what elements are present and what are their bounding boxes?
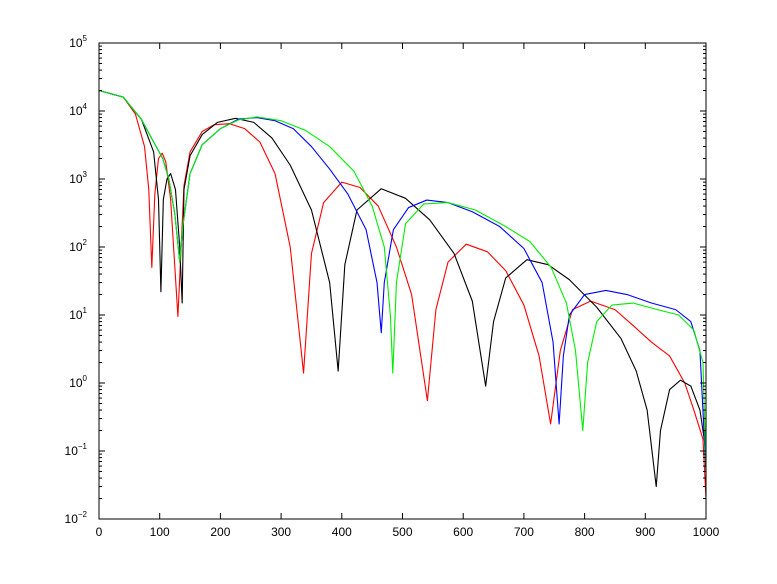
x-tick-label: 200 (210, 525, 230, 539)
y-tick-label: 10−1 (65, 442, 88, 458)
series-line-3 (98, 89, 707, 472)
y-tick-exponent: 4 (83, 102, 88, 111)
y-tick-base: 10 (69, 240, 83, 254)
y-tick-base: 10 (69, 172, 83, 186)
series-layer (98, 89, 707, 499)
x-tick-label: 500 (392, 525, 412, 539)
x-tick-label: 600 (453, 525, 473, 539)
y-tick-label: 10−2 (65, 510, 88, 526)
y-tick-exponent: −1 (78, 442, 88, 451)
y-tick-base: 10 (65, 444, 79, 458)
x-tick-label: 0 (96, 525, 103, 539)
y-tick-label: 104 (69, 102, 87, 118)
x-tick-label: 900 (635, 525, 655, 539)
y-tick-base: 10 (69, 36, 83, 50)
y-tick-base: 10 (65, 512, 79, 526)
y-tick-label: 101 (69, 306, 87, 322)
x-tick-label: 100 (150, 525, 170, 539)
y-tick-base: 10 (69, 376, 83, 390)
tick-layer: 0 100 200 300 400 500 600 700 800 900 100010−210−1… (65, 34, 720, 539)
y-tick-base: 10 (69, 104, 83, 118)
x-tick-label: 1000 (693, 525, 720, 539)
y-tick-label: 103 (69, 170, 87, 186)
y-tick-label: 100 (69, 374, 87, 390)
y-tick-exponent: 3 (83, 170, 88, 179)
x-tick-label: 800 (575, 525, 595, 539)
series-line-2 (98, 89, 707, 472)
y-tick-base: 10 (69, 308, 83, 322)
y-tick-exponent: −2 (78, 510, 88, 519)
x-tick-label: 700 (514, 525, 534, 539)
y-tick-exponent: 1 (83, 306, 88, 315)
plot-frame (98, 42, 707, 520)
x-tick-label: 400 (332, 525, 352, 539)
y-tick-exponent: 0 (83, 374, 88, 383)
series-line-0 (98, 89, 707, 499)
series-line-1 (98, 89, 707, 488)
x-tick-label: 300 (271, 525, 291, 539)
y-tick-label: 105 (69, 34, 87, 50)
y-tick-exponent: 2 (83, 238, 88, 247)
y-tick-label: 102 (69, 238, 87, 254)
y-tick-exponent: 5 (83, 34, 88, 43)
